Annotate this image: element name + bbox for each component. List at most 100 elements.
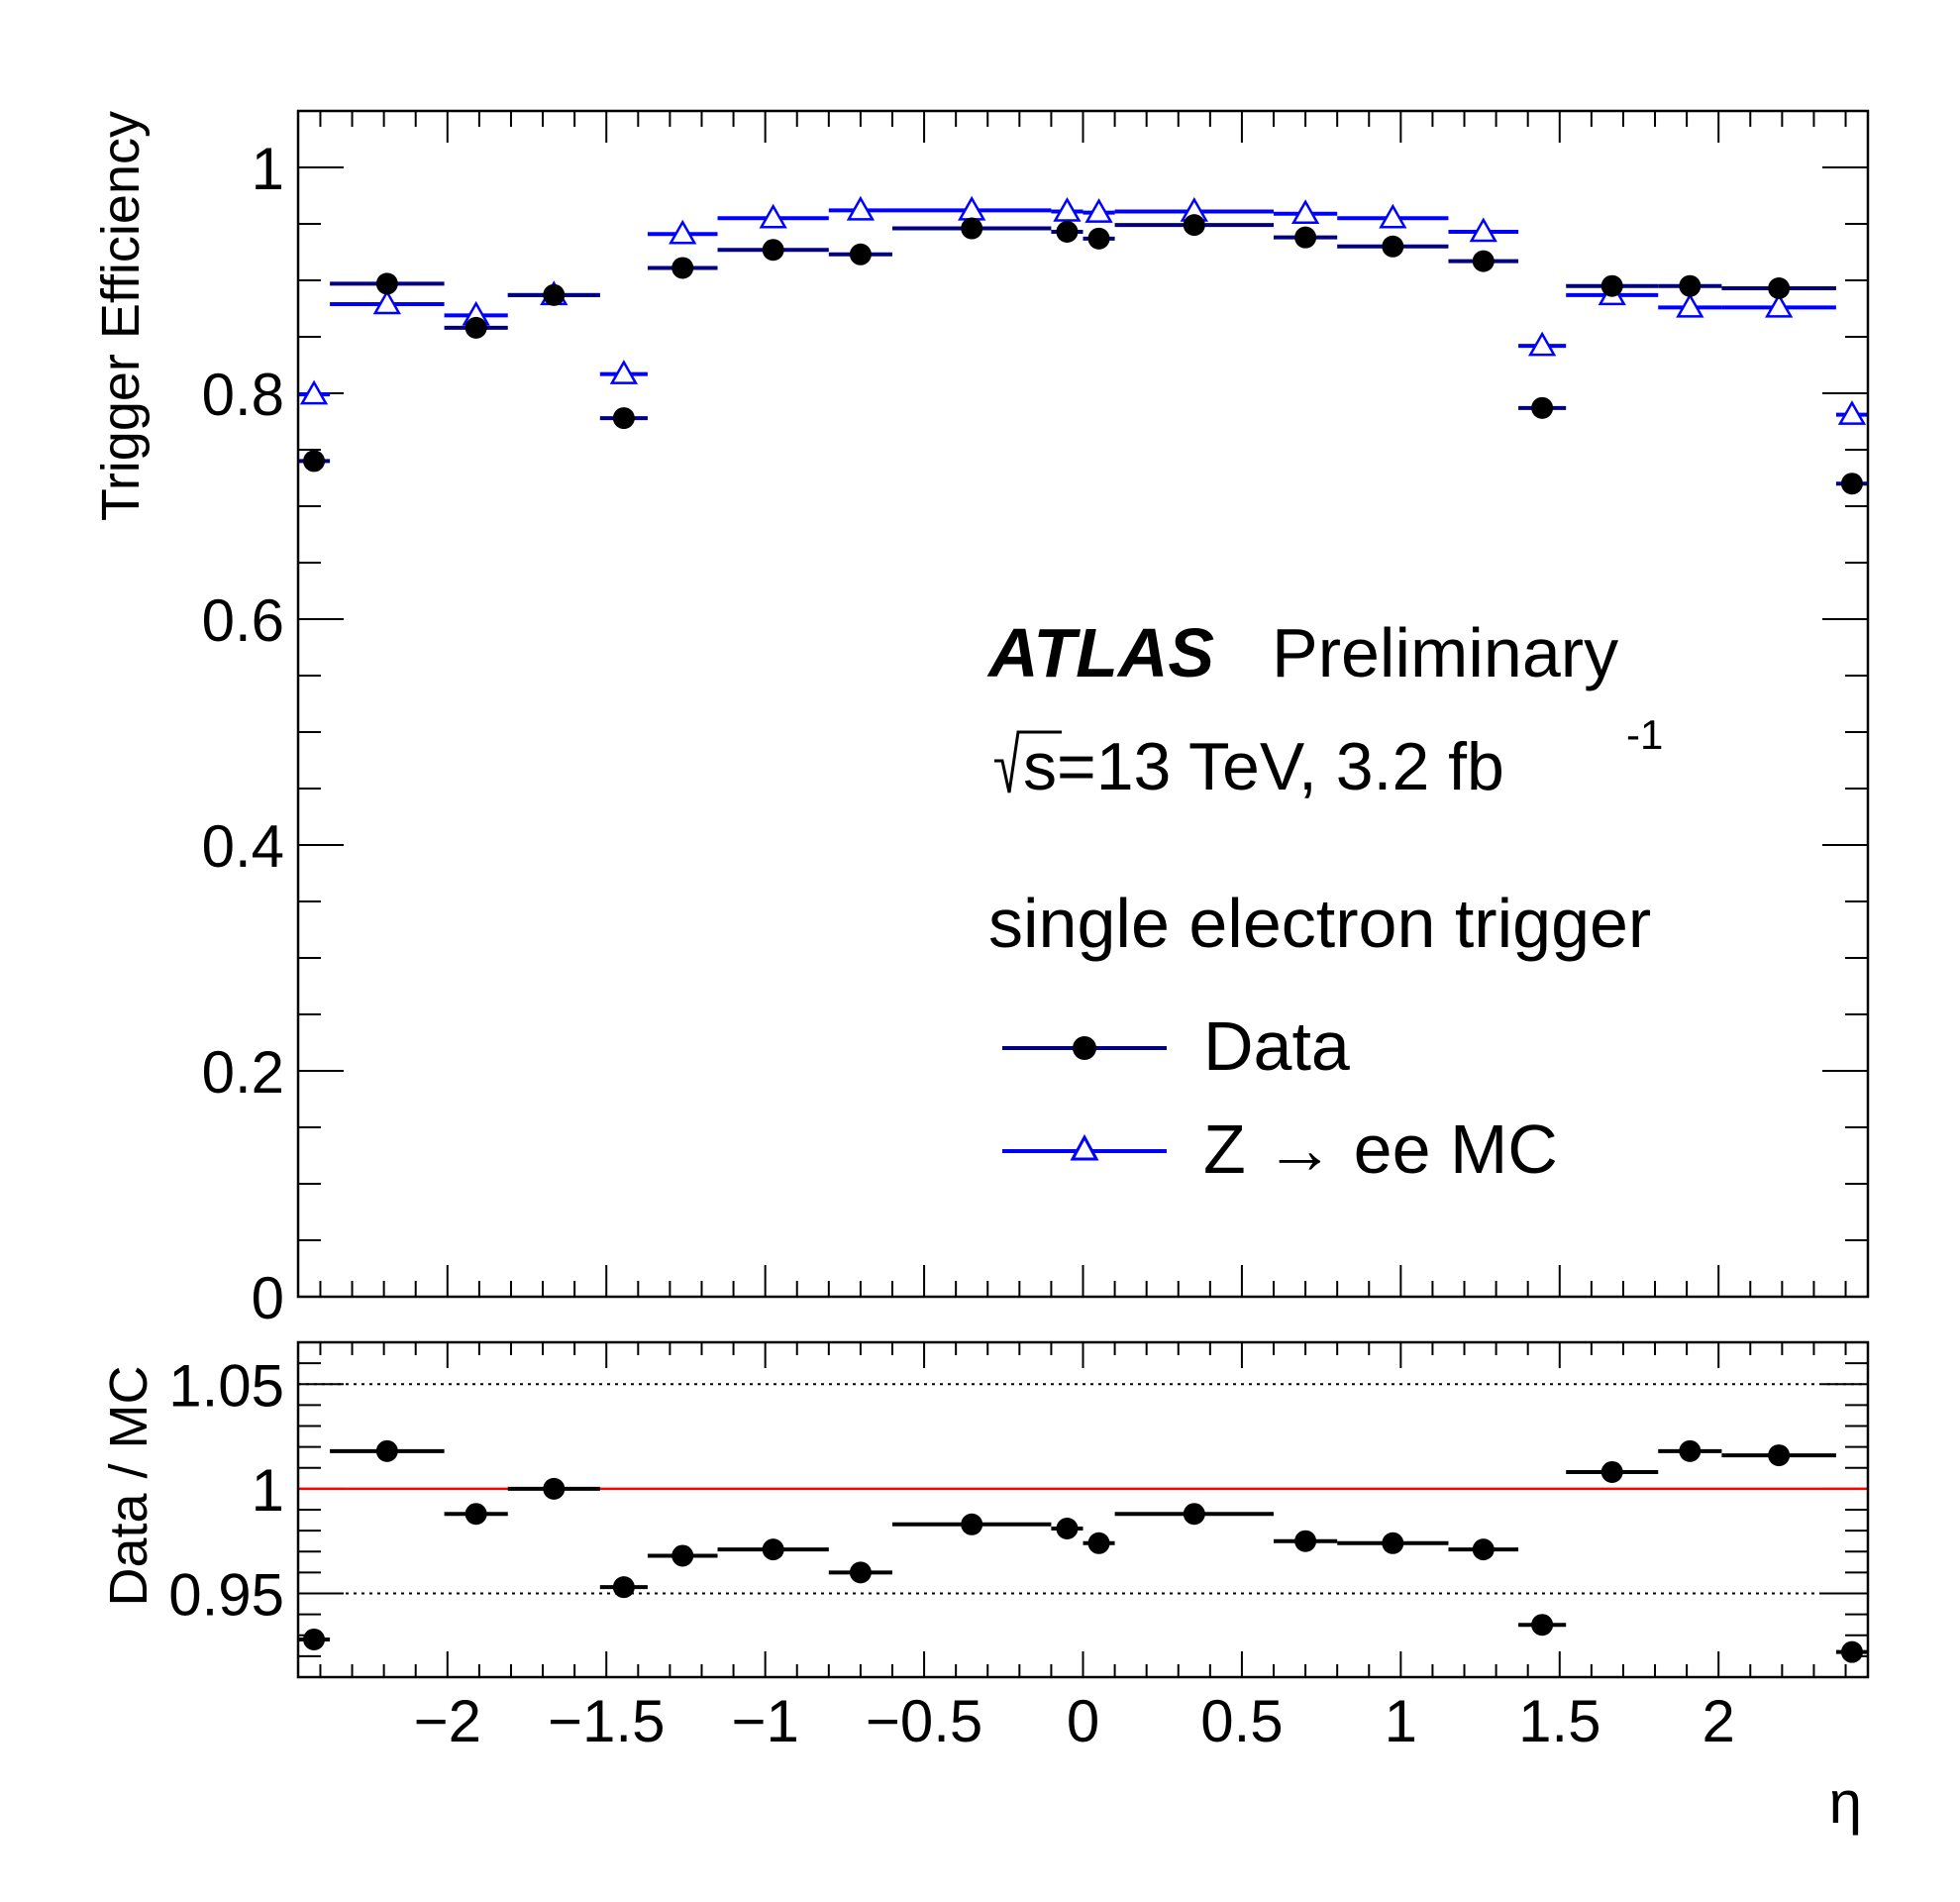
ratio-point (1600, 1460, 1623, 1483)
main-y-tick-label: 0.2 (202, 1039, 284, 1106)
data-point (612, 407, 635, 430)
data-point (671, 257, 694, 279)
selection-label: single electron trigger (988, 885, 1651, 962)
ratio-point (375, 1439, 398, 1462)
x-tick-label: 2 (1702, 1688, 1735, 1754)
efficiency-panel: Trigger Efficiency 00.20.40.60.81 ATLAS … (91, 109, 1870, 1331)
x-axis-label: η (1829, 1769, 1862, 1836)
mc-point (759, 203, 787, 229)
mc-point (299, 379, 329, 405)
main-y-tick-label: 0.6 (202, 587, 284, 654)
ratio-point (1840, 1640, 1863, 1663)
ratio-panel: Data / MC 0.95 1 1.05 −2 −1.5 −1 −0.5 0 0.5 1 1.5… (99, 1340, 1870, 1836)
ratio-point (1382, 1532, 1404, 1554)
ratio-point (1183, 1503, 1205, 1526)
data-point (1382, 235, 1404, 258)
data-point (961, 217, 983, 240)
x-tick-label: −1.5 (548, 1688, 665, 1754)
energy-luminosity-label: s=13 TeV, 3.2 fb -1 (994, 711, 1663, 804)
x-tick-label: 0 (1067, 1688, 1099, 1754)
x-tick-label: 1 (1385, 1688, 1417, 1754)
legend-mc-marker (1070, 1133, 1099, 1161)
mc-point (1765, 292, 1794, 318)
data-point (1472, 250, 1495, 272)
legend: Data Z → ee MC (1002, 1007, 1558, 1188)
data-point (464, 316, 487, 339)
sqrt-symbol (994, 730, 1062, 793)
data-point (543, 283, 566, 306)
x-tick-labels: −2 −1.5 −1 −0.5 0 0.5 1 1.5 2 (414, 1688, 1735, 1754)
data-point (1056, 220, 1079, 243)
legend-entry-mc: Z → ee MC (1002, 1110, 1558, 1188)
main-y-tick-label: 1 (252, 136, 284, 202)
ratio-point (762, 1538, 784, 1561)
x-tick-label: 1.5 (1518, 1688, 1600, 1754)
legend-data-marker (1073, 1036, 1096, 1060)
data-point (1183, 214, 1205, 237)
x-tick-label: 0.5 (1200, 1688, 1283, 1754)
ratio-point (849, 1561, 872, 1584)
main-y-axis-label: Trigger Efficiency (91, 111, 151, 521)
data-point (375, 272, 398, 295)
ratio-point (961, 1513, 983, 1535)
data-point (1768, 276, 1791, 299)
data-point (1294, 226, 1317, 249)
main-y-tick-labels: 0 0.2 0.4 0.6 0.8 1 (202, 136, 284, 1331)
mc-point (1676, 292, 1704, 318)
mc-point (669, 219, 697, 245)
ratio-y-tick-label: 0.95 (168, 1562, 284, 1629)
legend-entry-data: Data (1002, 1007, 1350, 1085)
main-plot-frame (296, 109, 1870, 1299)
mc-point (1379, 203, 1407, 229)
mc-point (1469, 217, 1497, 243)
ratio-y-tick-labels: 0.95 1 1.05 (168, 1352, 284, 1628)
luminosity-exponent: -1 (1626, 711, 1663, 758)
ratio-data-series (298, 1439, 1868, 1663)
ratio-point (1056, 1518, 1079, 1540)
mc-point (846, 195, 876, 221)
ratio-point (1472, 1538, 1495, 1561)
mc-point (1053, 196, 1082, 222)
preliminary-label: Preliminary (1272, 614, 1618, 691)
mc-point (1837, 400, 1867, 425)
main-y-tick-label: 0.8 (202, 362, 284, 428)
mc-point (1084, 198, 1113, 223)
data-point (762, 239, 784, 262)
ratio-point (1294, 1530, 1317, 1552)
mc-point (609, 360, 639, 384)
ratio-y-tick-label: 1.05 (168, 1352, 284, 1419)
ratio-point (1087, 1532, 1110, 1554)
energy-luminosity-text: s=13 TeV, 3.2 fb (1023, 729, 1504, 804)
atlas-label: ATLAS (986, 614, 1214, 691)
main-y-tick-label: 0.4 (202, 813, 284, 880)
mc-point (1290, 199, 1320, 224)
data-point (303, 450, 326, 473)
ratio-point (464, 1503, 487, 1526)
ratio-point (303, 1628, 326, 1650)
ratio-y-tick-label: 1 (252, 1457, 284, 1524)
ratio-plot-frame (296, 1340, 1870, 1679)
ratio-point (671, 1544, 694, 1567)
x-tick-label: −0.5 (866, 1688, 982, 1754)
x-tick-label: −2 (414, 1688, 481, 1754)
main-y-tick-label: 0 (252, 1265, 284, 1331)
data-point (1600, 274, 1623, 297)
ratio-point (1531, 1614, 1554, 1637)
legend-mc-label: Z → ee MC (1203, 1110, 1558, 1188)
legend-data-label: Data (1203, 1007, 1350, 1085)
main-data-series (298, 195, 1868, 495)
ratio-point (612, 1576, 635, 1599)
x-tick-label: −1 (731, 1688, 798, 1754)
mc-point (372, 289, 401, 315)
ratio-point (1679, 1439, 1702, 1462)
data-point (1679, 274, 1702, 297)
ratio-point (1768, 1444, 1791, 1467)
data-point (1531, 396, 1554, 419)
ratio-y-axis-label: Data / MC (99, 1365, 158, 1606)
main-axis-ticks (298, 110, 1868, 1298)
data-point (1087, 227, 1110, 250)
data-point (1840, 473, 1863, 495)
ratio-point (543, 1477, 566, 1500)
